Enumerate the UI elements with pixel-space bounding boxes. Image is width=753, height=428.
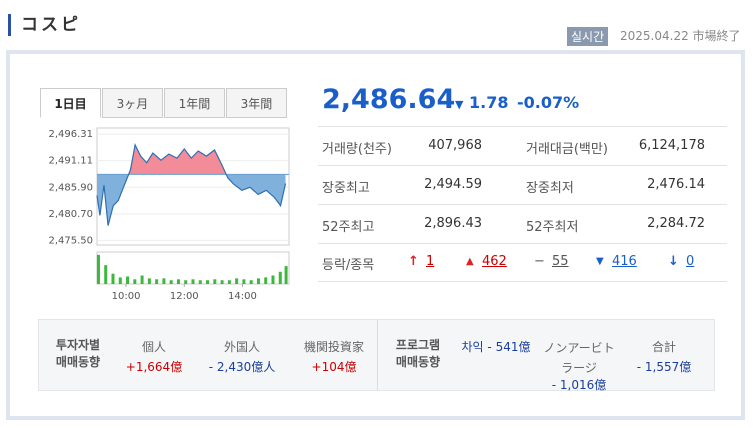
y-tick-label: 2,480.70 <box>48 209 93 220</box>
stat-label: 장중최저 <box>526 181 574 196</box>
volume-bar <box>278 271 282 284</box>
label: 機関投資家 <box>303 340 364 354</box>
value: - 1,016億 <box>551 378 607 392</box>
volume-bar <box>284 266 288 284</box>
stat-value: 2,494.59 <box>424 177 482 192</box>
date: 2025.04.22 <box>620 29 689 43</box>
label: 合計 <box>651 340 676 354</box>
volume-bar <box>155 279 159 284</box>
volume-bar <box>249 280 253 284</box>
intraday-chart: 2,496.31 2,491.11 2,485.90 2,480.70 2,475.50… <box>48 127 290 302</box>
volume-bar <box>191 279 195 284</box>
stat-label: 거래대금(백만) <box>526 142 608 157</box>
change-value: 1.78 <box>469 93 509 112</box>
volume-bar <box>126 276 130 284</box>
stat-row: 거래량(천주) 407,968 거래대금(백만) 6,124,178 <box>318 127 727 166</box>
change: ▼ 1.78 <box>455 93 509 112</box>
volume-bar <box>140 275 144 284</box>
volume-bar <box>213 279 217 284</box>
volume-bar <box>271 275 275 284</box>
volume-bar <box>198 280 202 284</box>
t: 투자자별 <box>55 338 101 352</box>
value: - 2,430億人 <box>208 360 276 374</box>
breadth-label: 등락/종목 <box>322 258 375 273</box>
tab[interactable]: 3ヶ月 <box>102 88 163 118</box>
page-title: コスピ <box>8 14 81 36</box>
flow-panel: 투자자별 매매동향 個人 +1,664億 外国人 - 2,430億人 機関投資家 … <box>38 319 715 392</box>
divider <box>318 126 727 127</box>
program-item: 차익 - 541億 <box>451 338 541 355</box>
y-tick-label: 2,475.50 <box>48 235 93 246</box>
status: 市場終了 <box>692 29 741 43</box>
price: 2,486.64 <box>322 84 456 115</box>
volume-frame <box>96 251 290 285</box>
panel <box>6 50 745 420</box>
breadth-row: 등락/종목 ↑ 1 ▲ 462 −55 ▼ 416 ↓ 0 <box>318 243 727 282</box>
down[interactable]: 416 <box>612 254 637 269</box>
tab[interactable]: 1年間 <box>164 88 225 118</box>
volume-bar <box>227 280 231 284</box>
stat-value: 2,284.72 <box>647 216 705 231</box>
volume-bar <box>256 278 260 284</box>
volume-bar <box>235 278 239 284</box>
stat-value: 6,124,178 <box>638 138 705 153</box>
price-line <box>96 142 287 226</box>
x-tick-label: 14:00 <box>228 291 257 302</box>
volume-bar <box>169 280 173 284</box>
stat-value: 407,968 <box>428 138 482 153</box>
volume-bar <box>162 278 166 284</box>
y-tick-label: 2,485.90 <box>48 182 93 193</box>
stat-label: 52주최저 <box>526 220 579 235</box>
volume-bar <box>264 277 268 284</box>
label: 外国人 <box>223 340 260 354</box>
volume-bar <box>184 280 188 284</box>
y-tick-label: 2,496.31 <box>48 129 93 140</box>
volume-bar <box>111 273 115 284</box>
tab[interactable]: 3年間 <box>226 88 287 118</box>
t: 프로그램 <box>395 338 441 352</box>
realtime-badge: 실시간 <box>567 27 609 46</box>
volume-bar <box>242 279 246 284</box>
value: - 1,557億 <box>636 360 692 374</box>
flat[interactable]: 55 <box>552 254 569 269</box>
tab[interactable]: 1日目 <box>40 88 101 118</box>
label: ノンアービトラージ <box>543 341 615 375</box>
area-up <box>128 144 227 175</box>
up[interactable]: 462 <box>482 254 507 269</box>
y-tick-label: 2,491.11 <box>48 156 93 167</box>
label: 個人 <box>141 340 166 354</box>
stat-label: 장중최고 <box>322 181 370 196</box>
label: 차익 <box>461 340 484 354</box>
volume-bar <box>96 254 100 284</box>
volume-bar <box>220 280 224 284</box>
x-tick-label: 10:00 <box>112 291 141 302</box>
x-tick-label: 12:00 <box>170 291 199 302</box>
volume-bar <box>118 277 122 284</box>
value: +1,664億 <box>125 360 183 374</box>
stat-row: 장중최고 2,494.59 장중최저 2,476.14 <box>318 166 727 205</box>
volume-bar <box>104 265 108 284</box>
lower[interactable]: 0 <box>686 254 695 269</box>
volume-bar <box>147 278 151 284</box>
t: 매매동향 <box>55 355 101 369</box>
value: - 541億 <box>487 340 531 354</box>
upper[interactable]: 1 <box>426 254 435 269</box>
stat-value: 2,896.43 <box>424 216 482 231</box>
volume-bar <box>206 280 210 284</box>
value: +104億 <box>311 360 357 374</box>
stat-row: 52주최고 2,896.43 52주최저 2,284.72 <box>318 205 727 244</box>
t: 매매동향 <box>395 355 441 369</box>
date-status: 2025.04.22 市場終了 <box>620 27 741 44</box>
stat-value: 2,476.14 <box>647 177 705 192</box>
volume-bar <box>176 279 180 284</box>
volume-bar <box>133 279 137 284</box>
change-pct: -0.07% <box>517 93 580 112</box>
stat-label: 거래량(천주) <box>322 142 392 157</box>
stat-label: 52주최고 <box>322 220 375 235</box>
